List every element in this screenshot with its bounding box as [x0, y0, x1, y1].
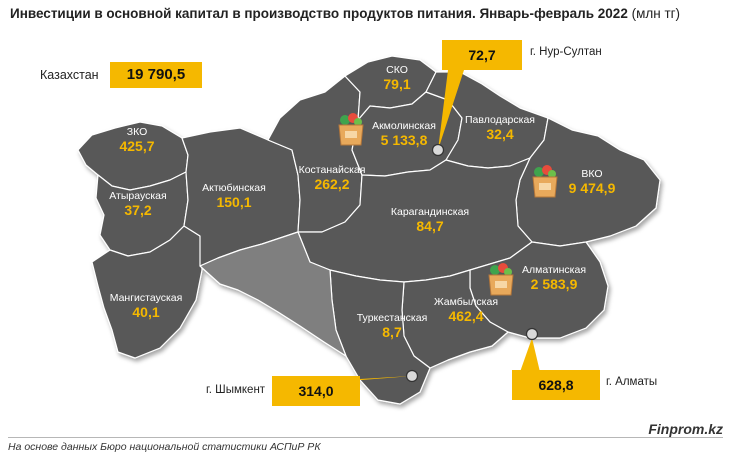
region-label-mangystau: Мангистауская 40,1 [100, 292, 192, 320]
region-name: СКО [386, 64, 408, 76]
chart-title-main: Инвестиции в основной капитал в производ… [10, 6, 628, 21]
region-label-zko: ЗКО 425,7 [112, 126, 162, 154]
callout-almaty-label: г. Алматы [606, 376, 658, 388]
region-label-aktobe: Актюбинская 150,1 [196, 182, 272, 210]
region-name: ВКО [581, 168, 603, 180]
region-name: Туркестанская [356, 312, 428, 324]
brand-logo: Finprom.kz [648, 421, 723, 437]
region-value: 32,4 [486, 126, 514, 142]
callout-nursultan-label: г. Нур-Султан [530, 46, 602, 58]
callout-almaty-value: 628,8 [512, 370, 600, 400]
chart-title-unit: (млн тг) [631, 6, 681, 21]
region-label-kostanay: Костанайская 262,2 [292, 164, 372, 192]
region-value: 462,4 [448, 308, 484, 324]
region-value: 84,7 [416, 218, 444, 234]
callout-shymkent-value: 314,0 [272, 376, 360, 406]
city-marker-icon [405, 369, 419, 383]
region-value: 79,1 [383, 76, 411, 92]
region-name: ЗКО [126, 126, 148, 138]
kazakhstan-value: 19 790,5 [110, 62, 202, 88]
region-name: Мангистауская [109, 292, 183, 304]
kazakhstan-label: Казахстан [40, 68, 99, 82]
region-label-sko: СКО 79,1 [372, 64, 422, 92]
region-value: 150,1 [216, 194, 252, 210]
grocery-bag-icon [488, 263, 514, 296]
region-label-zhambyl: Жамбылская 462,4 [424, 296, 508, 324]
region-name: Атырауская [109, 190, 167, 202]
region-value: 262,2 [314, 176, 350, 192]
callout-pointer-nursultan [438, 70, 464, 150]
region-value: 5 133,8 [380, 132, 428, 148]
region-label-almaty: Алматинская 2 583,9 [514, 264, 594, 292]
region-value: 40,1 [132, 304, 160, 320]
region-name: Жамбылская [433, 296, 499, 308]
region-name: Карагандинская [390, 206, 470, 218]
region-value: 425,7 [119, 138, 155, 154]
region-name: Алматинская [521, 264, 587, 276]
region-label-karaganda: Карагандинская 84,7 [380, 206, 480, 234]
source-note: На основе данных Бюро национальной стати… [8, 441, 321, 453]
grocery-bag-icon [532, 165, 558, 198]
region-label-atyrau: Атырауская 37,2 [102, 190, 174, 218]
footer-divider [8, 437, 723, 438]
callout-shymkent-label: г. Шымкент [206, 384, 266, 396]
city-marker-icon [431, 143, 445, 157]
region-name: Костанайская [298, 164, 366, 176]
chart-title: Инвестиции в основной капитал в производ… [10, 6, 680, 21]
grocery-bag-icon [338, 113, 364, 146]
region-value: 37,2 [124, 202, 152, 218]
region-name: Актюбинская [202, 182, 266, 194]
region-kyzylorda [199, 231, 347, 357]
region-name: Акмолинская [372, 120, 436, 132]
region-value: 8,7 [382, 324, 402, 340]
region-name: Павлодарская [465, 114, 535, 126]
region-label-pavlodar: Павлодарская 32,4 [462, 114, 538, 142]
region-label-vko: ВКО 9 474,9 [556, 168, 628, 196]
callout-pointer-almaty [520, 338, 540, 372]
region-mangystau [91, 225, 203, 359]
region-label-turkestan: Туркестанская 8,7 [348, 312, 436, 340]
region-value: 9 474,9 [568, 180, 616, 196]
region-label-akmola: Акмолинская 5 133,8 [364, 120, 444, 148]
callout-nursultan-value: 72,7 [442, 40, 522, 70]
region-value: 2 583,9 [530, 276, 578, 292]
city-marker-icon [525, 327, 539, 341]
